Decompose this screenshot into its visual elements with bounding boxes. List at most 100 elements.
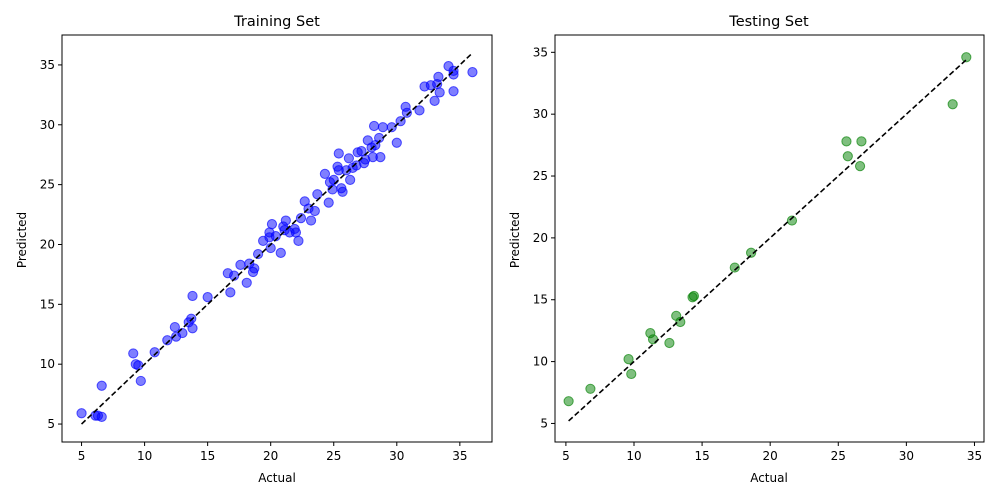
- testing-x-tick-label: 20: [763, 449, 778, 463]
- training-title: Training Set: [233, 14, 320, 30]
- testing-data-point: [961, 52, 972, 63]
- testing-data-point: [746, 247, 757, 258]
- testing-y-tick-label: 15: [533, 293, 548, 307]
- training-data-point: [293, 235, 304, 246]
- testing-x-tick-label: 25: [831, 449, 846, 463]
- training-data-point: [169, 321, 180, 333]
- training-data-point: [356, 146, 367, 157]
- training-x-tick-label: 15: [200, 449, 215, 463]
- testing-plot-frame: [554, 34, 985, 443]
- training-data-point: [345, 174, 356, 185]
- training-x-tick-label: 25: [326, 449, 341, 463]
- training-plot-frame: [61, 34, 493, 443]
- testing-data-point: [664, 337, 675, 349]
- testing-data-point: [841, 136, 852, 147]
- training-y-tick-label: 25: [40, 178, 55, 192]
- testing-data-point: [647, 334, 659, 345]
- testing-y-tick-label: 25: [533, 169, 548, 183]
- testing-y-tick-label: 5: [540, 416, 548, 430]
- training-data-point: [252, 248, 264, 260]
- training-y-tick-label: 30: [40, 118, 55, 132]
- testing-data-point: [623, 354, 634, 365]
- testing-data-point: [626, 368, 637, 380]
- training-x-tick-label: 5: [78, 449, 86, 463]
- testing-data-point: [675, 316, 686, 328]
- training-data-point: [280, 215, 291, 226]
- training-data-point: [249, 263, 260, 274]
- testing-y-tick-label: 10: [533, 355, 548, 369]
- training-data-point: [241, 277, 252, 288]
- testing-x-tick-label: 15: [694, 449, 709, 463]
- training-data-point: [96, 380, 107, 391]
- training-x-axis-label: Actual: [258, 471, 296, 485]
- training-data-point: [290, 227, 302, 238]
- testing-x-axis-label: Actual: [750, 471, 788, 485]
- training-x-tick-label: 30: [389, 449, 404, 463]
- testing-data-point: [947, 99, 958, 110]
- testing-reference-line: [568, 59, 967, 422]
- testing-y-tick-label: 20: [533, 231, 548, 245]
- training-data-point: [333, 148, 344, 159]
- testing-x-tick-label: 30: [899, 449, 914, 463]
- training-data-point: [202, 292, 213, 303]
- training-data-point: [343, 153, 354, 164]
- training-data-point: [337, 186, 348, 197]
- training-data-point: [133, 360, 144, 371]
- training-data-point: [448, 86, 459, 97]
- testing-data-point: [854, 161, 866, 172]
- training-data-point: [433, 71, 444, 83]
- training-set-panel: Training Set Actual Predicted 5 10 15 20 25 3…: [15, 14, 493, 485]
- training-data-point: [76, 408, 87, 419]
- training-y-tick-label: 5: [47, 417, 55, 431]
- training-x-tick-label: 10: [137, 449, 152, 463]
- training-data-point: [319, 168, 331, 179]
- training-data-point: [375, 152, 386, 163]
- training-data-point: [225, 287, 236, 298]
- training-data-point: [275, 247, 286, 258]
- training-data-point: [386, 122, 397, 133]
- training-data-point: [414, 105, 425, 116]
- testing-data-point: [688, 290, 700, 302]
- training-data-point: [467, 67, 478, 78]
- testing-y-tick-label: 30: [533, 107, 548, 121]
- training-data-point: [266, 219, 278, 230]
- training-x-tick-label: 20: [263, 449, 278, 463]
- training-data-point: [96, 411, 107, 422]
- training-data-point: [434, 87, 445, 98]
- testing-x-tick-label: 5: [562, 449, 570, 463]
- testing-x-tick-label: 10: [626, 449, 641, 463]
- training-data-point: [309, 205, 320, 217]
- training-data-point: [377, 122, 389, 133]
- testing-y-axis-label: Predicted: [508, 212, 522, 268]
- testing-data-point: [842, 151, 853, 162]
- training-data-point: [369, 120, 380, 132]
- testing-data-point: [786, 215, 798, 226]
- testing-title: Testing Set: [728, 14, 809, 30]
- testing-data-point: [856, 136, 867, 147]
- testing-set-panel: Testing Set Actual Predicted 5 10 15 20 25 30…: [508, 14, 985, 485]
- training-data-point: [295, 213, 307, 224]
- training-data-point: [323, 197, 334, 208]
- training-data-point: [429, 95, 440, 106]
- training-data-point: [162, 335, 173, 346]
- testing-data-point: [729, 262, 740, 273]
- training-data-point: [305, 215, 317, 226]
- training-data-point: [328, 174, 339, 185]
- training-y-tick-label: 20: [40, 237, 55, 251]
- training-y-tick-label: 10: [40, 357, 55, 371]
- training-data-point: [235, 259, 246, 270]
- training-x-tick-label: 35: [452, 449, 467, 463]
- training-data-point: [149, 347, 160, 358]
- testing-points: [563, 52, 972, 407]
- testing-data-point: [563, 396, 574, 407]
- training-data-point: [135, 375, 146, 387]
- training-data-point: [312, 189, 323, 200]
- training-data-point: [187, 290, 198, 302]
- training-data-point: [401, 107, 412, 118]
- training-y-tick-label: 35: [40, 58, 55, 72]
- training-data-point: [128, 348, 139, 359]
- training-y-axis-label: Predicted: [15, 212, 29, 268]
- testing-data-point: [585, 383, 596, 394]
- testing-x-tick-label: 35: [967, 449, 982, 463]
